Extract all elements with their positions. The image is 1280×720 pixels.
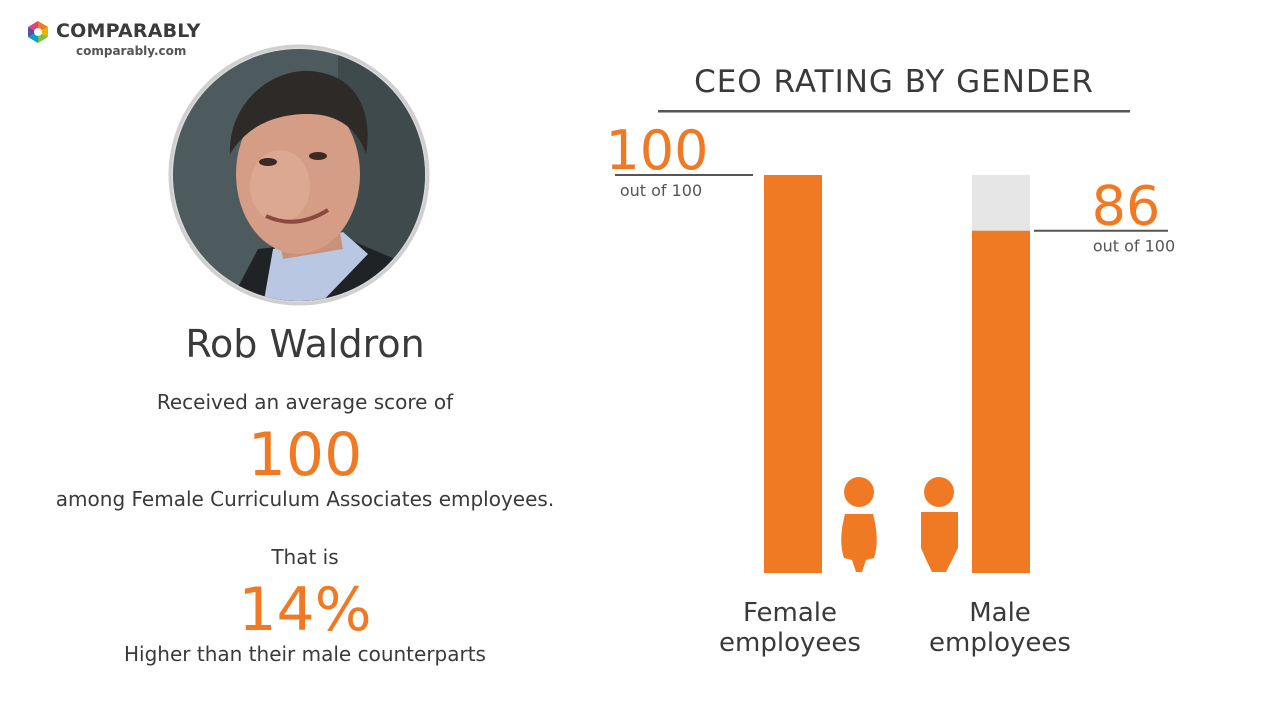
female-person-icon [841,514,877,572]
category-label-male-line1: Male [969,598,1031,628]
male-person-icon-head [924,477,954,507]
brand-header[interactable]: COMPARABLY comparably.com [26,18,216,60]
higher-than-text: Higher than their male counterparts [124,642,486,666]
bar-male [972,230,1030,573]
ceo-name: Rob Waldron [185,322,425,366]
out-of-label-male: out of 100 [1093,237,1175,256]
brand-url[interactable]: comparably.com [76,44,187,58]
chart-title: CEO RATING BY GENDER [694,64,1094,100]
comparably-logo-icon [28,21,48,43]
value-label-male: 86 [1092,175,1161,238]
ceo-avatar [168,44,430,306]
among-employees-text: among Female Curriculum Associates emplo… [55,487,555,511]
received-score-text: Received an average score of [156,390,454,414]
that-is-text: That is [271,545,339,569]
category-label-female-line2: employees [719,628,861,658]
value-label-female: 100 [605,119,708,182]
average-score-value: 100 [247,420,363,490]
brand-name: COMPARABLY [56,20,201,42]
male-person-icon [921,512,958,572]
category-label-female-line1: Female [743,598,837,628]
difference-percent: 14% [238,575,372,645]
out-of-label-female: out of 100 [620,181,702,200]
category-label-male-line2: employees [929,628,1071,658]
female-person-icon-head [844,477,874,507]
bar-female [764,175,822,573]
